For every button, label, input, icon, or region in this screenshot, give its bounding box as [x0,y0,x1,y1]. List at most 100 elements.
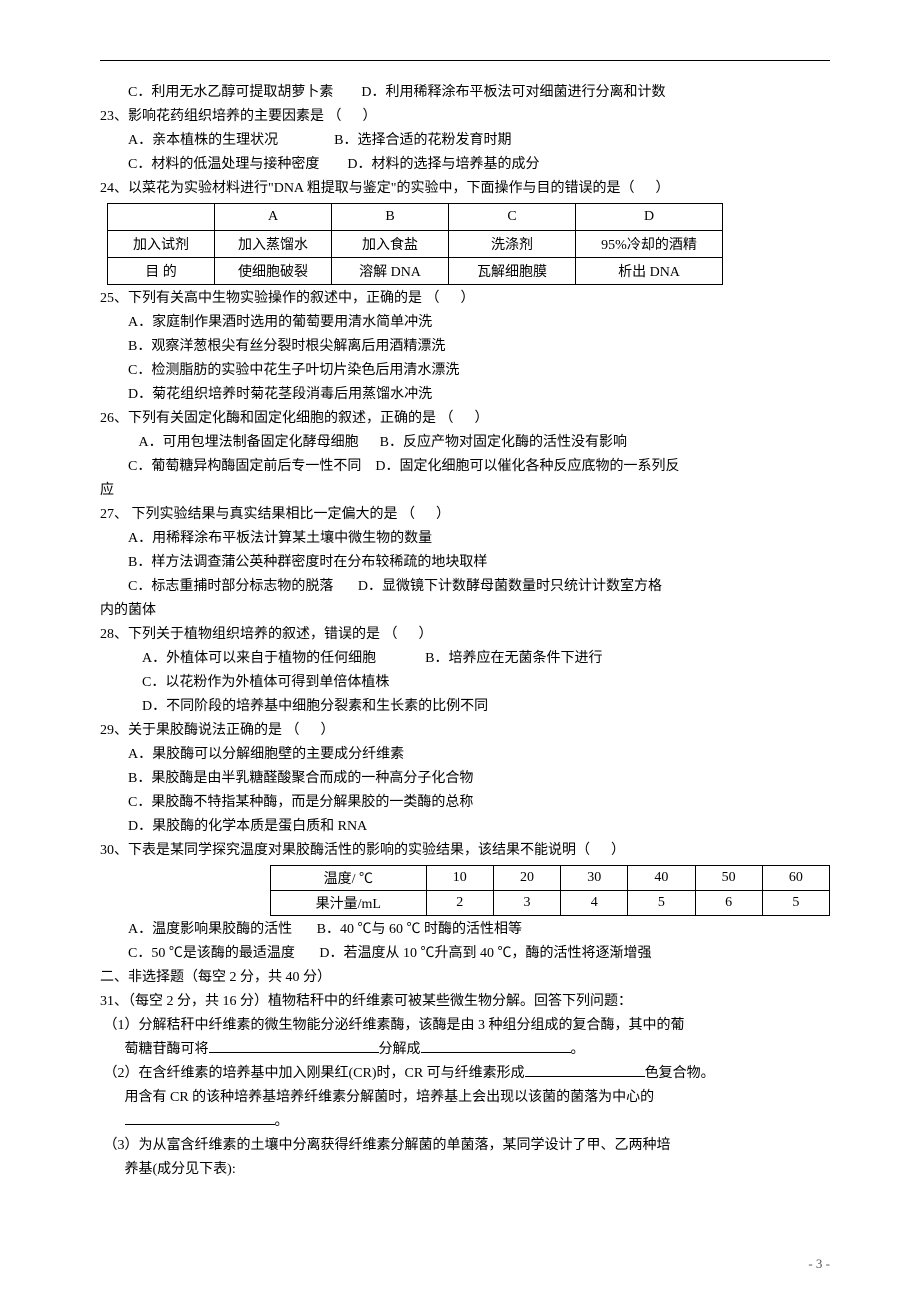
text: 养基(成分见下表): [125,1162,236,1177]
q23-opt-b: B．选择合适的花粉发育时期 [334,133,511,148]
table-cell: 目 的 [108,258,215,285]
q23-row-ab: A．亲本植株的生理状况 B．选择合适的花粉发育时期 [100,129,830,153]
text: 。 [275,1114,289,1129]
q30-row-cd: C．50 ℃是该酶的最适温度 D．若温度从 10 ℃升高到 40 ℃，酶的活性将… [100,942,830,966]
q29-opt-a: A．果胶酶可以分解细胞壁的主要成分纤维素 [100,743,830,767]
table-cell: 6 [695,891,762,916]
text: C．利用无水乙醇可提取胡萝卜素 [128,85,333,100]
q24-table: ABCD加入试剂加入蒸馏水加入食盐洗涤剂95%冷却的酒精目 的使细胞破裂溶解 D… [107,203,723,285]
q24-stem: 24、以菜花为实验材料进行"DNA 粗提取与鉴定"的实验中，下面操作与目的错误的… [100,177,830,201]
text: 色复合物。 [645,1066,715,1081]
q28-opt-a: A．外植体可以来自于植物的任何细胞 [142,651,376,666]
text: 。 [571,1042,585,1057]
q27-row-cd: C．标志重捕时部分标志物的脱落 D．显微镜下计数酵母菌数量时只统计计数室方格 [100,575,830,599]
q28-opt-c: C．以花粉作为外植体可得到单倍体植株 [100,671,830,695]
q22-opt-c: C．利用无水乙醇可提取胡萝卜素 D．利用稀释涂布平板法可对细菌进行分离和计数 [100,81,830,105]
q26-opt-a: A．可用包埋法制备固定化酵母细胞 [139,435,359,450]
q28-stem: 28、下列关于植物组织培养的叙述，错误的是 （ ） [100,623,830,647]
q22-opt-d: D．利用稀释涂布平板法可对细菌进行分离和计数 [361,85,665,100]
q30-opt-c: C．50 ℃是该酶的最适温度 [128,946,295,961]
q31-p1-b: 萄糖苷酶可将 分解成 。 [100,1038,830,1062]
table-cell: 溶解 DNA [332,258,449,285]
q27-opt-c: C．标志重捕时部分标志物的脱落 [128,579,333,594]
q29-stem: 29、关于果胶酶说法正确的是 （ ） [100,719,830,743]
q31-p1-a: （1）分解秸秆中纤维素的微生物能分泌纤维素酶，该酶是由 3 种组分组成的复合酶，… [100,1014,830,1038]
table-cell: 20 [493,866,560,891]
q28-opt-b: B．培养应在无菌条件下进行 [425,651,602,666]
q26-tail: 应 [100,479,830,503]
q27-opt-b: B．样方法调查蒲公英种群密度时在分布较稀疏的地块取样 [100,551,830,575]
page-number: - 3 - [808,1256,830,1272]
q27-stem: 27、 下列实验结果与真实结果相比一定偏大的是 （ ） [100,503,830,527]
q30-stem: 30、下表是某同学探究温度对果胶酶活性的影响的实验结果，该结果不能说明（ ） [100,839,830,863]
q25-opt-b: B．观察洋葱根尖有丝分裂时根尖解离后用酒精漂洗 [100,335,830,359]
blank-4 [125,1110,275,1125]
text: （1）分解秸秆中纤维素的微生物能分泌纤维素酶，该酶是由 3 种组分组成的复合酶，… [104,1018,685,1033]
q29-opt-c: C．果胶酶不特指某种酶，而是分解果胶的一类酶的总称 [100,791,830,815]
q26-stem: 26、下列有关固定化酶和固定化细胞的叙述，正确的是 （ ） [100,407,830,431]
q28-opt-d: D．不同阶段的培养基中细胞分裂素和生长素的比例不同 [100,695,830,719]
q29-opt-b: B．果胶酶是由半乳糖醛酸聚合而成的一种高分子化合物 [100,767,830,791]
table-cell: 5 [762,891,829,916]
top-rule [100,60,830,61]
q30-opt-b: B．40 ℃与 60 ℃ 时酶的活性相等 [317,922,522,937]
q31-p3-b: 养基(成分见下表): [100,1158,830,1182]
table-cell: 10 [426,866,493,891]
q25-opt-c: C．检测脂肪的实验中花生子叶切片染色后用清水漂洗 [100,359,830,383]
table-cell: 5 [628,891,695,916]
q31-p2-a: （2）在含纤维素的培养基中加入刚果红(CR)时，CR 可与纤维素形成 色复合物。 [100,1062,830,1086]
q26-row-cd: C．葡萄糖异构酶固定前后专一性不同 D．固定化细胞可以催化各种反应底物的一系列反 [100,455,830,479]
q30-row-ab: A．温度影响果胶酶的活性 B．40 ℃与 60 ℃ 时酶的活性相等 [100,918,830,942]
q31-p3-a: （3）为从富含纤维素的土壤中分离获得纤维素分解菌的单菌落，某同学设计了甲、乙两种… [100,1134,830,1158]
q31-stem: 31、（每空 2 分，共 16 分）植物秸秆中的纤维素可被某些微生物分解。回答下… [100,990,830,1014]
q23-opt-a: A．亲本植株的生理状况 [128,133,278,148]
q26-opt-d: D．固定化细胞可以催化各种反应底物的一系列反 [375,459,679,474]
q26-row-ab: A．可用包埋法制备固定化酵母细胞 B．反应产物对固定化酶的活性没有影响 [100,431,830,455]
table-cell: 3 [493,891,560,916]
table-cell: 加入试剂 [108,231,215,258]
text: 用含有 CR 的该种培养基培养纤维素分解菌时，培养基上会出现以该菌的菌落为中心的 [125,1090,655,1105]
q25-opt-d: D．菊花组织培养时菊花茎段消毒后用蒸馏水冲洗 [100,383,830,407]
table-cell: 60 [762,866,829,891]
q26-opt-c: C．葡萄糖异构酶固定前后专一性不同 [128,459,361,474]
table-cell: 瓦解细胞膜 [449,258,576,285]
q31-p2-c: 。 [100,1110,830,1134]
blank-3 [525,1062,645,1077]
table-cell: B [332,204,449,231]
q30-table: 温度/ ℃102030405060果汁量/mL234565 [270,865,830,916]
q27-tail: 内的菌体 [100,599,830,623]
table-cell: 2 [426,891,493,916]
table-cell: 95%冷却的酒精 [576,231,723,258]
q23-stem: 23、影响花药组织培养的主要因素是 （ ） [100,105,830,129]
text: 分解成 [379,1042,421,1057]
table-cell: 洗涤剂 [449,231,576,258]
text: （3）为从富含纤维素的土壤中分离获得纤维素分解菌的单菌落，某同学设计了甲、乙两种… [104,1138,671,1153]
blank-1 [209,1038,379,1053]
table-cell: 30 [561,866,628,891]
table-cell: 加入食盐 [332,231,449,258]
q26-opt-b: B．反应产物对固定化酶的活性没有影响 [380,435,627,450]
table-cell: 果汁量/mL [271,891,427,916]
table-cell: 析出 DNA [576,258,723,285]
q23-opt-d: D．材料的选择与培养基的成分 [347,157,539,172]
section2-heading: 二、非选择题（每空 2 分，共 40 分） [100,966,830,990]
q30-opt-a: A．温度影响果胶酶的活性 [128,922,292,937]
table-cell: 加入蒸馏水 [215,231,332,258]
table-cell: A [215,204,332,231]
q30-opt-d: D．若温度从 10 ℃升高到 40 ℃，酶的活性将逐渐增强 [319,946,651,961]
q25-stem: 25、下列有关高中生物实验操作的叙述中，正确的是 （ ） [100,287,830,311]
text: （2）在含纤维素的培养基中加入刚果红(CR)时，CR 可与纤维素形成 [104,1066,525,1081]
q25-opt-a: A．家庭制作果酒时选用的葡萄要用清水简单冲洗 [100,311,830,335]
table-cell [108,204,215,231]
table-cell: 40 [628,866,695,891]
q23-row-cd: C．材料的低温处理与接种密度 D．材料的选择与培养基的成分 [100,153,830,177]
table-cell: 使细胞破裂 [215,258,332,285]
table-cell: D [576,204,723,231]
table-cell: 50 [695,866,762,891]
q31-p2-b: 用含有 CR 的该种培养基培养纤维素分解菌时，培养基上会出现以该菌的菌落为中心的 [100,1086,830,1110]
blank-2 [421,1038,571,1053]
q23-opt-c: C．材料的低温处理与接种密度 [128,157,319,172]
text: 萄糖苷酶可将 [125,1042,209,1057]
q27-opt-d: D．显微镜下计数酵母菌数量时只统计计数室方格 [358,579,662,594]
q27-opt-a: A．用稀释涂布平板法计算某土壤中微生物的数量 [100,527,830,551]
